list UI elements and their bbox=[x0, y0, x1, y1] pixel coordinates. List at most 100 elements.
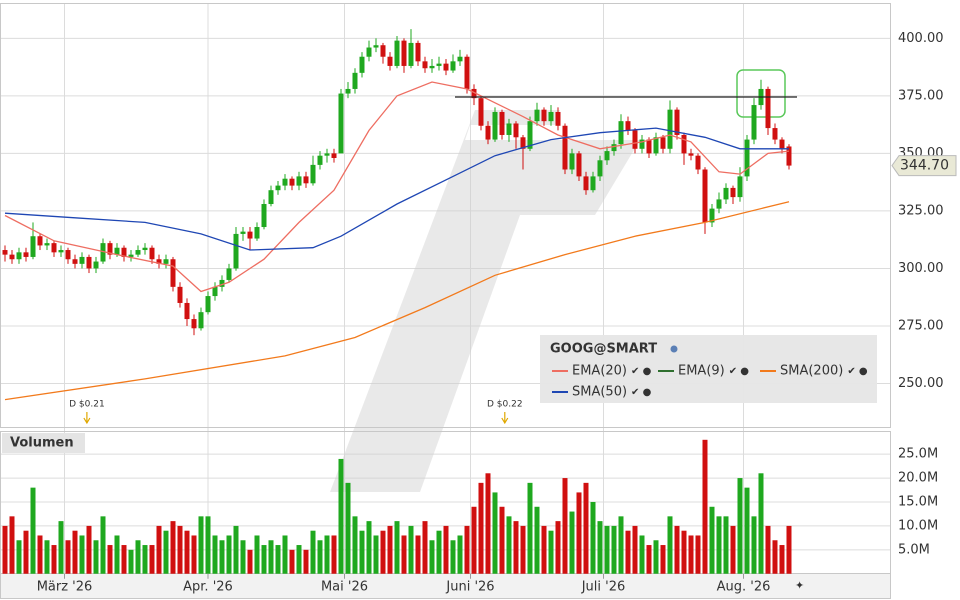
candle-body bbox=[233, 233, 239, 269]
candle-body bbox=[506, 123, 512, 135]
x-tick-label: Juli '26 bbox=[581, 580, 626, 595]
candle-body bbox=[387, 56, 393, 66]
price-panel-border bbox=[0, 3, 891, 428]
volume-bar bbox=[716, 516, 722, 574]
date-axis-strip bbox=[0, 573, 891, 599]
y-tick-label: 375.00 bbox=[898, 88, 944, 103]
dividend-label: D $0.21 bbox=[69, 400, 105, 410]
candle-body bbox=[457, 56, 463, 62]
volume-label-box bbox=[2, 433, 85, 453]
volume-bar bbox=[23, 530, 29, 574]
candle-body bbox=[520, 137, 526, 149]
volume-bar bbox=[765, 525, 771, 574]
volume-bar bbox=[443, 525, 449, 574]
candle-body bbox=[359, 56, 365, 73]
candle-body bbox=[212, 286, 218, 297]
volume-bar bbox=[422, 521, 428, 574]
volume-bar bbox=[79, 535, 85, 574]
highlight-box bbox=[736, 69, 786, 118]
volume-bar bbox=[303, 549, 309, 574]
candle-body bbox=[65, 250, 71, 260]
candle-body bbox=[177, 286, 183, 303]
candle-body bbox=[23, 252, 29, 257]
volume-bar bbox=[226, 535, 232, 574]
volume-bar bbox=[184, 530, 190, 574]
candle-body bbox=[163, 259, 169, 264]
candle-body bbox=[422, 61, 428, 69]
volume-bar bbox=[366, 521, 372, 574]
volume-bar bbox=[72, 530, 78, 574]
candle-body bbox=[513, 123, 519, 138]
volume-bar bbox=[562, 478, 568, 574]
candle-body bbox=[730, 187, 736, 198]
volume-bar bbox=[709, 506, 715, 574]
volume-bar bbox=[401, 535, 407, 574]
candle-body bbox=[632, 130, 638, 149]
y-tick-label: 400.00 bbox=[898, 31, 944, 46]
y-tick-label: 325.00 bbox=[898, 203, 944, 218]
candle-body bbox=[86, 256, 92, 269]
x-tick-label: Aug. '26 bbox=[717, 580, 771, 595]
candle-body bbox=[114, 247, 120, 255]
candle-body bbox=[688, 153, 694, 156]
candle-body bbox=[786, 146, 792, 166]
candle-body bbox=[2, 250, 8, 255]
candle-body bbox=[625, 121, 631, 131]
candle-body bbox=[681, 134, 687, 154]
candle-body bbox=[191, 319, 197, 329]
volume-bar bbox=[275, 545, 281, 574]
candle-body bbox=[149, 247, 155, 260]
volume-bar bbox=[9, 516, 15, 574]
volume-bar bbox=[674, 525, 680, 574]
candle-body bbox=[415, 42, 421, 62]
volume-bar bbox=[254, 535, 260, 574]
x-tick-label: Juni '26 bbox=[445, 580, 494, 595]
candle-body bbox=[492, 111, 498, 140]
candle-body bbox=[261, 204, 267, 228]
dividend-arrow bbox=[83, 412, 91, 425]
marks bbox=[2, 29, 797, 574]
candle-body bbox=[751, 105, 757, 140]
candle-body bbox=[135, 250, 141, 255]
volume-bar bbox=[268, 540, 274, 574]
legend-icon bbox=[670, 345, 678, 353]
candle-body bbox=[660, 137, 666, 149]
volume-bar bbox=[569, 511, 575, 574]
volume-bar bbox=[240, 540, 246, 574]
volume-bar bbox=[359, 530, 365, 574]
candle-body bbox=[555, 111, 561, 126]
volume-bar bbox=[513, 521, 519, 574]
volume-bar bbox=[751, 516, 757, 574]
candle-body bbox=[58, 250, 64, 253]
candle-body bbox=[674, 109, 680, 135]
dividend-arrow bbox=[501, 412, 509, 425]
volume-bar bbox=[317, 540, 323, 574]
candle-body bbox=[352, 72, 358, 89]
candle-body bbox=[100, 243, 106, 262]
volume-bar bbox=[324, 535, 330, 574]
volume-bar bbox=[107, 545, 113, 574]
last-price-label: 344.70 bbox=[900, 158, 949, 174]
candle-body bbox=[366, 47, 372, 57]
candle-body bbox=[779, 139, 785, 149]
volume-bar bbox=[198, 516, 204, 574]
candle-body bbox=[639, 139, 645, 149]
volume-bar bbox=[779, 545, 785, 574]
candle-body bbox=[534, 109, 540, 122]
volume-bar bbox=[163, 530, 169, 574]
volume-bar bbox=[387, 525, 393, 574]
candle-body bbox=[156, 259, 162, 264]
volume-bar bbox=[723, 516, 729, 574]
candle-body bbox=[121, 247, 127, 257]
candle-body bbox=[345, 88, 351, 94]
volume-bar bbox=[730, 525, 736, 574]
volume-bar bbox=[555, 521, 561, 574]
volume-bar bbox=[44, 540, 50, 574]
candle-body bbox=[219, 279, 225, 287]
volume-bar bbox=[142, 545, 148, 574]
candle-body bbox=[324, 153, 330, 156]
volume-bar bbox=[660, 545, 666, 574]
volume-bar bbox=[464, 525, 470, 574]
volume-bar bbox=[667, 516, 673, 574]
